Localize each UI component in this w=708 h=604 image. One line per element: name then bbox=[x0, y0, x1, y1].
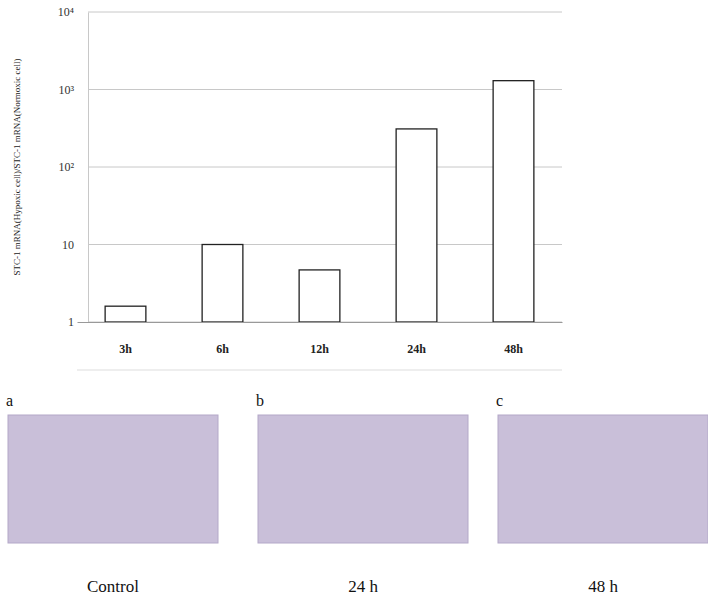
grid-line bbox=[88, 244, 562, 245]
panel-letter: a bbox=[6, 392, 13, 409]
y-axis-line bbox=[88, 13, 89, 323]
y-tick-label: 10³ bbox=[58, 83, 74, 97]
y-tick-label: 10 bbox=[62, 238, 74, 252]
bar bbox=[105, 306, 146, 322]
x-tick-label: 12h bbox=[310, 342, 329, 356]
x-tick-label: 6h bbox=[216, 342, 229, 356]
bars bbox=[105, 81, 534, 322]
y-axis: 1 10 10² 10³ 10⁴ bbox=[58, 5, 89, 329]
y-tick: 10⁴ bbox=[58, 5, 88, 19]
x-tick: 24h bbox=[407, 322, 426, 356]
figure: 1 10 10² 10³ 10⁴ 3h 6h 12h 24h 48h STC-1 mRNA(Hypo… bbox=[0, 0, 708, 604]
x-tick: 3h bbox=[119, 322, 132, 356]
y-tick-label: 10⁴ bbox=[58, 5, 74, 19]
x-tick-label: 3h bbox=[119, 342, 132, 356]
bar bbox=[202, 245, 243, 323]
x-tick: 12h bbox=[310, 322, 329, 356]
y-axis-title: STC-1 mRNA(Hypoxic cell)/STC-1 mRNA(Norm… bbox=[12, 59, 22, 276]
panel-caption: 24 h bbox=[348, 577, 378, 596]
grid-line bbox=[88, 167, 562, 168]
panels: a Control b 24 h c 48 h bbox=[6, 392, 708, 596]
y-tick: 10 bbox=[62, 238, 88, 252]
y-tick: 10³ bbox=[58, 83, 88, 97]
bar bbox=[299, 270, 340, 322]
grid bbox=[88, 12, 562, 322]
micrograph bbox=[8, 415, 218, 543]
panel-caption: Control bbox=[87, 577, 139, 596]
x-tick: 48h bbox=[504, 322, 523, 356]
x-tick-label: 48h bbox=[504, 342, 523, 356]
panel-caption: 48 h bbox=[588, 577, 618, 596]
x-axis-line bbox=[78, 322, 563, 323]
x-tick: 6h bbox=[216, 322, 229, 356]
y-tick: 10² bbox=[58, 160, 88, 174]
grid-line bbox=[88, 89, 562, 90]
grid-line bbox=[88, 12, 562, 13]
frame-line bbox=[77, 370, 562, 371]
bar bbox=[396, 129, 437, 322]
bar bbox=[493, 81, 534, 322]
micrograph bbox=[498, 415, 708, 543]
x-axis: 3h 6h 12h 24h 48h bbox=[78, 322, 563, 356]
panel-letter: c bbox=[496, 392, 503, 409]
x-tick-label: 24h bbox=[407, 342, 426, 356]
y-tick-label: 10² bbox=[58, 160, 74, 174]
y-tick-label: 1 bbox=[68, 315, 74, 329]
micrograph bbox=[258, 415, 468, 543]
panel-letter: b bbox=[256, 392, 264, 409]
